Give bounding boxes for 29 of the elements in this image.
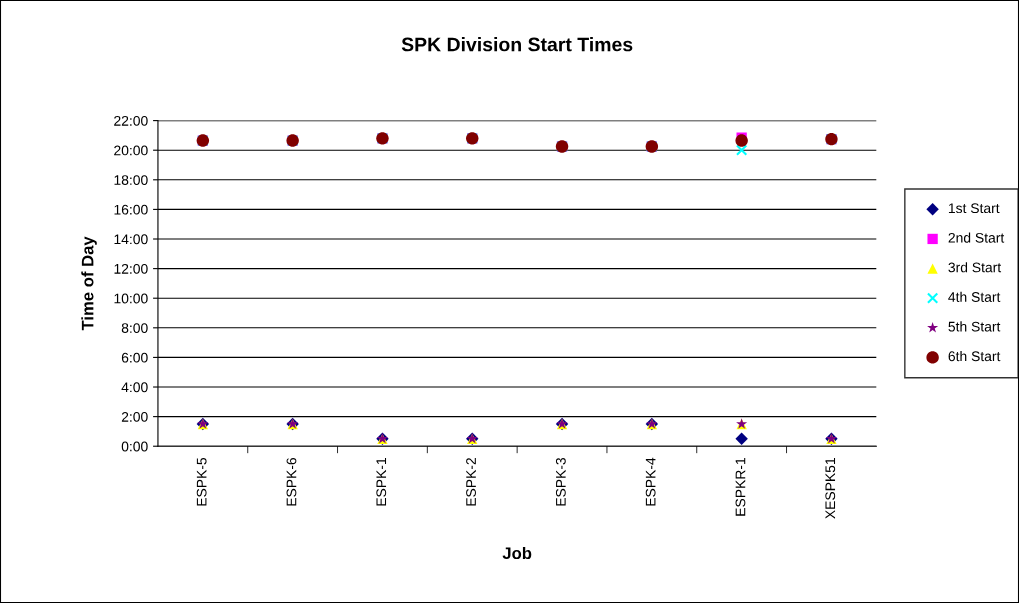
y-tick-label: 22:00 xyxy=(114,115,148,126)
x-tick-label: ESPK-6 xyxy=(286,457,297,506)
legend-label: 2nd Start xyxy=(948,232,1005,243)
y-tick-label: 12:00 xyxy=(114,263,148,274)
chart-title: SPK Division Start Times xyxy=(401,37,633,52)
legend-label: 3rd Start xyxy=(948,262,1002,273)
x-tick-label: ESPKR-1 xyxy=(735,458,746,516)
y-tick-label: 8:00 xyxy=(121,323,148,333)
y-axis-title: Time of Day xyxy=(81,236,97,331)
y-tick-label: 20:00 xyxy=(114,145,148,156)
x-tick-label: ESPK-2 xyxy=(466,458,476,506)
x-tick-label: XESPK51 xyxy=(825,458,836,519)
x-axis-title: Job xyxy=(502,546,532,560)
legend-label: 4th Start xyxy=(948,291,1001,302)
legend-label: 1st Start xyxy=(948,203,1000,214)
x-tick-label: ESPK-5 xyxy=(196,457,207,506)
x-tick-label: ESPK-3 xyxy=(555,457,566,506)
y-tick-label: 6:00 xyxy=(121,352,148,363)
y-tick-label: 16:00 xyxy=(114,204,148,215)
y-tick-label: 2:00 xyxy=(121,411,148,422)
x-tick-label: ESPK-4 xyxy=(645,457,656,506)
legend-label: 5th Start xyxy=(948,321,1001,332)
legend-label: 6th Start xyxy=(948,350,1001,362)
x-tick-label: ESPK-1 xyxy=(376,458,387,506)
y-tick-label: 10:00 xyxy=(114,293,148,304)
y-tick-label: 0:00 xyxy=(121,441,148,452)
y-tick-label: 4:00 xyxy=(121,382,148,393)
y-tick-label: 14:00 xyxy=(114,234,148,245)
y-tick-label: 18:00 xyxy=(114,175,148,185)
